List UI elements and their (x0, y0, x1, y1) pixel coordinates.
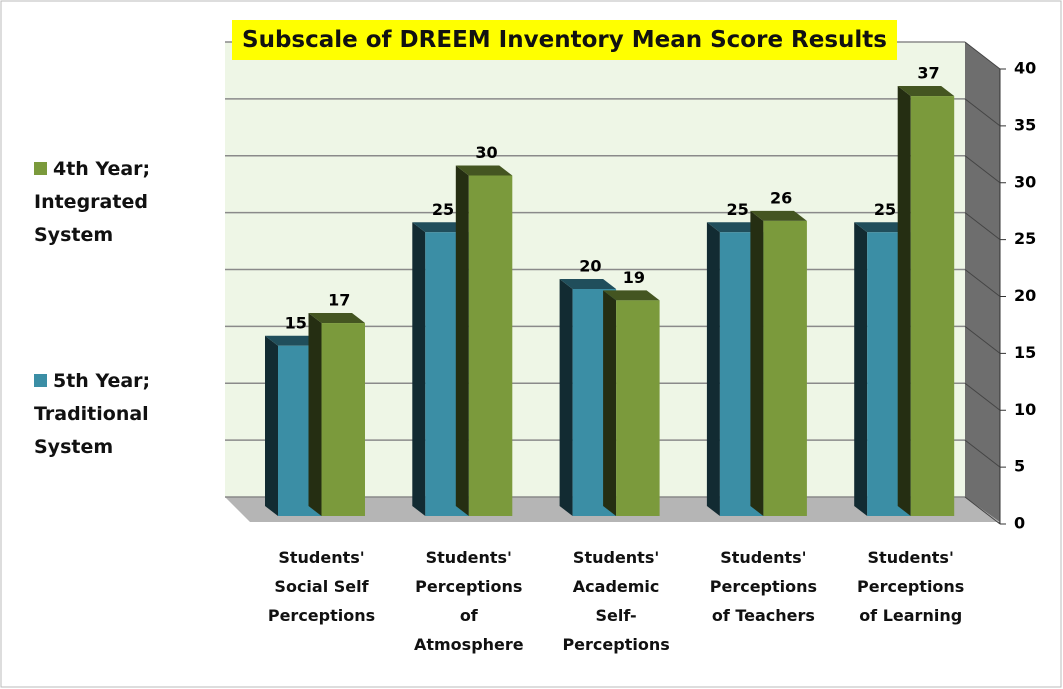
grid-line-side (964, 325, 1001, 354)
legend-swatch (34, 374, 47, 387)
bar-side (559, 279, 573, 516)
bar-top (603, 290, 660, 301)
grid-line-side (964, 212, 1001, 241)
bar-top (854, 222, 911, 233)
grid-line-side (964, 269, 1001, 297)
legend-label: 4th Year; Integrated System (34, 158, 151, 246)
y-tick-label: 40 (1014, 59, 1036, 78)
x-tick-label: Students' Academic Self-Perceptions (562, 548, 670, 654)
y-tick-label: 30 (1014, 172, 1036, 191)
bar-top (559, 279, 617, 289)
value-label: 15 (285, 313, 307, 332)
bar-side (412, 222, 426, 516)
bar-side (706, 222, 720, 516)
grid-line-side (964, 382, 1001, 411)
value-label: 25 (874, 200, 896, 219)
value-label: 37 (917, 64, 939, 83)
y-tick-label: 5 (1014, 457, 1025, 476)
value-label: 17 (328, 291, 350, 310)
x-tick-label: Students' Social Self Perceptions (267, 548, 376, 625)
legend-entry: 5th Year; Traditional System (34, 365, 204, 464)
bar-side (750, 210, 764, 516)
grid-line-side (964, 98, 1001, 127)
y-tick-label: 35 (1014, 115, 1036, 134)
x-tick-label: Students' Perceptions of Learning (857, 548, 965, 625)
grid-line-side (964, 439, 1001, 468)
bar (616, 300, 660, 516)
value-label: 30 (475, 143, 497, 162)
chart-title: Subscale of DREEM Inventory Mean Score R… (232, 20, 897, 60)
y-tick-label: 20 (1014, 286, 1036, 305)
bar-side (308, 313, 322, 516)
grid-line-side (964, 496, 1001, 525)
x-tick-label: Students' Perceptions of Teachers (709, 548, 818, 625)
bar-side (603, 290, 617, 516)
legend-swatch (34, 162, 47, 175)
grid-line-side (964, 41, 1001, 70)
y-tick-label: 15 (1014, 343, 1036, 362)
y-tick-label: 10 (1014, 400, 1036, 419)
bar-top (308, 313, 365, 324)
bar-side (854, 222, 868, 516)
bar-side (897, 86, 911, 517)
bar-top (897, 86, 955, 97)
value-label: 25 (432, 200, 454, 219)
bar (763, 220, 807, 516)
bar-side (455, 165, 469, 516)
value-label: 26 (770, 188, 792, 207)
bar (910, 96, 955, 517)
y-tick-label: 0 (1014, 514, 1025, 533)
bar-top (412, 222, 469, 233)
grid-line-side (964, 155, 1001, 184)
legend-label: 5th Year; Traditional System (34, 370, 151, 458)
bar-top (706, 222, 764, 233)
value-label: 25 (727, 200, 749, 219)
bar-side (265, 335, 278, 516)
y-tick-label: 25 (1014, 229, 1036, 248)
x-tick-label: Students' Perceptions of Atmosphere (413, 548, 524, 654)
bar-top (750, 210, 807, 221)
bar-top (455, 165, 513, 176)
bar (468, 175, 513, 516)
bar (321, 323, 365, 516)
value-label: 19 (623, 268, 645, 287)
bar-top (265, 335, 322, 346)
value-label: 20 (579, 257, 601, 276)
legend-entry: 4th Year; Integrated System (34, 153, 204, 252)
